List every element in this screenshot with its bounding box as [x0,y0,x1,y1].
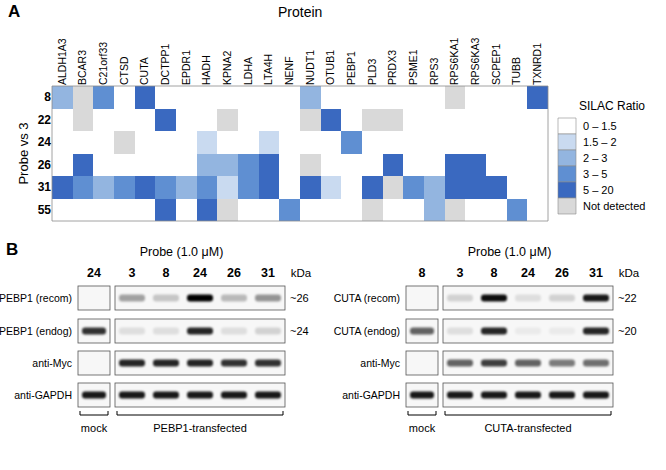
svg-text:PRDX3: PRDX3 [386,50,398,85]
svg-text:5 – 20: 5 – 20 [583,184,614,196]
svg-text:26: 26 [227,266,241,280]
svg-text:kDa: kDa [619,267,640,279]
svg-text:ALDH1A3: ALDH1A3 [56,38,68,85]
svg-text:2 – 3: 2 – 3 [583,152,607,164]
svg-text:Probe (1.0 μM): Probe (1.0 μM) [468,245,552,259]
svg-text:CUTA-transfected: CUTA-transfected [484,422,571,434]
svg-text:PEBP1 (endog): PEBP1 (endog) [0,325,72,337]
svg-text:24: 24 [87,266,101,280]
svg-text:anti-GAPDH: anti-GAPDH [342,389,400,401]
svg-text:PEBP1 (recom): PEBP1 (recom) [0,292,72,304]
svg-text:RPS3: RPS3 [428,57,440,85]
svg-text:mock: mock [409,422,436,434]
svg-text:CUTA (endog): CUTA (endog) [334,325,400,337]
svg-text:~26: ~26 [290,292,309,304]
svg-text:TXNRD1: TXNRD1 [531,43,543,85]
svg-text:31: 31 [589,266,603,280]
svg-text:RPS6KA3: RPS6KA3 [469,38,481,85]
svg-text:LDHA: LDHA [242,57,254,85]
svg-text:TUBB: TUBB [510,57,522,85]
svg-text:3: 3 [457,266,464,280]
svg-text:24: 24 [193,266,207,280]
svg-text:KPNA2: KPNA2 [221,50,233,85]
svg-text:BCAR3: BCAR3 [76,50,88,85]
svg-text:anti-GAPDH: anti-GAPDH [14,389,72,401]
svg-text:~24: ~24 [290,325,309,337]
svg-text:NENF: NENF [283,56,295,85]
svg-text:3 – 5: 3 – 5 [583,168,607,180]
svg-text:PLD3: PLD3 [366,59,378,85]
svg-text:26: 26 [38,158,52,172]
svg-text:SCPEP1: SCPEP1 [490,43,502,85]
svg-text:Probe (1.0 μM): Probe (1.0 μM) [140,245,224,259]
svg-text:SILAC Ratio: SILAC Ratio [579,99,645,113]
svg-text:PEBP1: PEBP1 [345,51,357,85]
svg-text:1.5 – 2: 1.5 – 2 [583,136,617,148]
svg-text:8: 8 [491,266,498,280]
svg-text:~20: ~20 [618,325,637,337]
svg-text:PSME1: PSME1 [407,49,419,85]
svg-text:EPDR1: EPDR1 [180,50,192,85]
svg-text:CUTA: CUTA [138,57,150,85]
svg-text:anti-Myc: anti-Myc [32,357,72,369]
svg-text:Probe vs 3: Probe vs 3 [16,122,31,184]
svg-text:C21orf33: C21orf33 [97,42,109,85]
svg-text:A: A [8,2,20,21]
svg-text:anti-Myc: anti-Myc [360,357,400,369]
svg-text:LTA4H: LTA4H [262,54,274,85]
svg-text:mock: mock [81,422,108,434]
svg-text:24: 24 [521,266,535,280]
svg-text:HADH: HADH [200,55,212,85]
svg-text:B: B [6,240,18,259]
svg-text:31: 31 [261,266,275,280]
svg-text:22: 22 [38,113,52,127]
svg-text:RPS6KA1: RPS6KA1 [448,38,460,85]
svg-text:NUDT1: NUDT1 [304,50,316,85]
svg-text:8: 8 [419,266,426,280]
svg-text:26: 26 [555,266,569,280]
svg-text:PEBP1-transfected: PEBP1-transfected [153,422,247,434]
svg-text:OTUB1: OTUB1 [324,50,336,85]
svg-text:8: 8 [163,266,170,280]
svg-text:CTSD: CTSD [118,56,130,85]
svg-text:CUTA (recom): CUTA (recom) [334,292,400,304]
svg-text:kDa: kDa [291,267,312,279]
svg-text:3: 3 [129,266,136,280]
svg-text:~22: ~22 [618,292,637,304]
svg-text:8: 8 [44,90,51,104]
svg-text:31: 31 [38,180,52,194]
svg-text:Not detected: Not detected [583,200,645,212]
svg-text:Protein: Protein [278,4,322,20]
svg-text:24: 24 [38,135,52,149]
svg-text:0 – 1.5: 0 – 1.5 [583,120,617,132]
svg-text:55: 55 [38,203,52,217]
svg-text:DCTPP1: DCTPP1 [159,43,171,85]
